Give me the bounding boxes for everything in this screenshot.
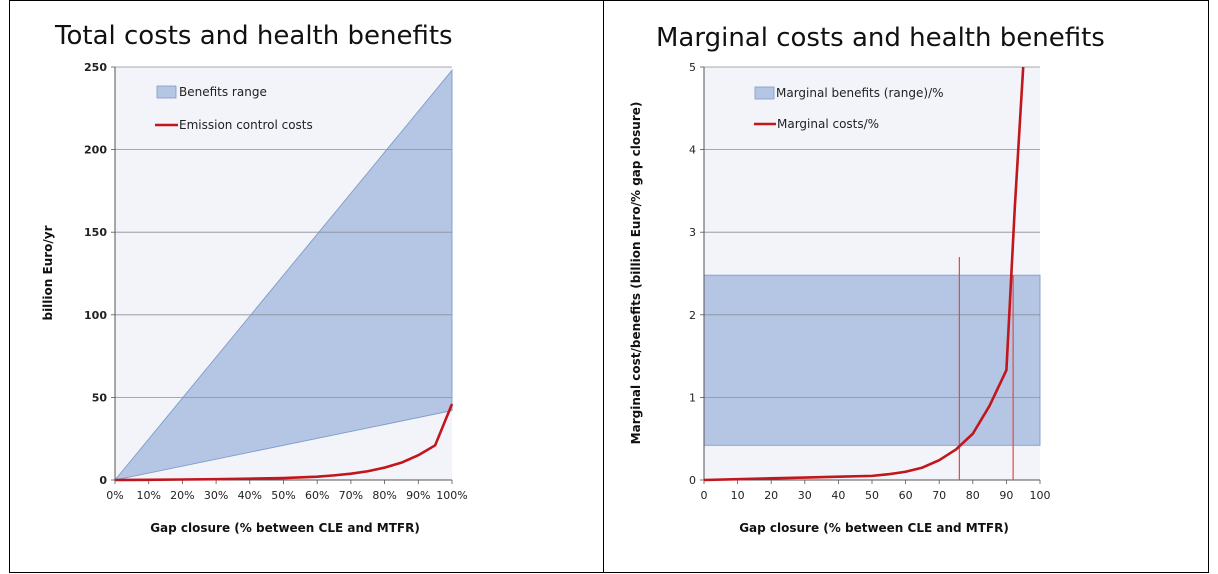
x-tick-label: 30 [798,489,812,502]
legend-label-marginal-costs: Marginal costs/% [777,117,879,131]
chart-title: Total costs and health benefits [54,21,453,51]
y-tick-label: 0 [689,474,696,487]
y-tick-label: 250 [84,61,107,74]
marginal-costs-chart: Marginal costs and health benefits 0 1 2 3 4… [629,23,1105,535]
x-tick-label: 20 [764,489,778,502]
x-tick-label: 10 [731,489,745,502]
plot-area: 0 50 100 150 200 250 0% 10% 20% 30% 40% 50% 60% 70% 80… [84,61,468,502]
total-costs-chart: Total costs and health benefits 0 50 100 15… [41,21,468,535]
x-tick-label: 60% [305,489,329,502]
x-tick-label: 100% [436,489,467,502]
x-tick-label: 20% [170,489,194,502]
x-tick-label: 100 [1030,489,1051,502]
x-tick-label: 0% [106,489,123,502]
y-tick-label: 150 [84,226,107,239]
y-axis-label: billion Euro/yr [41,225,55,320]
y-tick-label: 1 [689,391,696,404]
y-tick-label: 0 [99,474,107,487]
x-axis-label: Gap closure (% between CLE and MTFR) [150,521,420,535]
y-tick-label: 200 [84,144,107,157]
legend-label-marginal-benefits: Marginal benefits (range)/% [776,86,944,100]
y-tick-label: 5 [689,61,696,74]
x-tick-label: 90 [999,489,1013,502]
x-tick-label: 70% [339,489,363,502]
x-tick-label: 50 [865,489,879,502]
series-line [114,403,454,482]
x-tick-label: 60 [899,489,913,502]
x-tick-label: 10% [136,489,160,502]
x-tick-label: 70 [932,489,946,502]
y-tick-label: 50 [92,391,108,404]
x-tick-label: 80% [372,489,396,502]
panel-divider [603,0,604,573]
y-axis-label: Marginal cost/benefits (billion Euro/% g… [629,102,643,445]
legend: Marginal benefits (range)/% Marginal cos… [754,86,944,131]
figure-frame [9,0,1209,573]
chart-title: Marginal costs and health benefits [656,23,1105,53]
x-tick-label: 30% [204,489,228,502]
y-tick-label: 4 [689,144,696,157]
benefits-range-area [113,69,453,481]
x-axis-label: Gap closure (% between CLE and MTFR) [739,521,1009,535]
y-tick-label: 3 [689,226,696,239]
x-tick-label: 40 [831,489,845,502]
legend-swatch-benefits [156,85,177,99]
legend: Benefits range Emission control costs [155,85,313,132]
series-line [703,66,1025,482]
x-tick-label: 90% [406,489,430,502]
x-tick-label: 80 [966,489,980,502]
x-tick-label: 40% [238,489,262,502]
x-tick-label: 50% [271,489,295,502]
y-tick-label: 100 [84,309,107,322]
benefits-range-area [703,274,1041,446]
legend-label-benefits: Benefits range [179,85,267,99]
y-tick-label: 2 [689,309,696,322]
x-tick-label: 0 [701,489,708,502]
legend-label-costs: Emission control costs [179,118,313,132]
legend-swatch-marginal-benefits [754,86,775,100]
